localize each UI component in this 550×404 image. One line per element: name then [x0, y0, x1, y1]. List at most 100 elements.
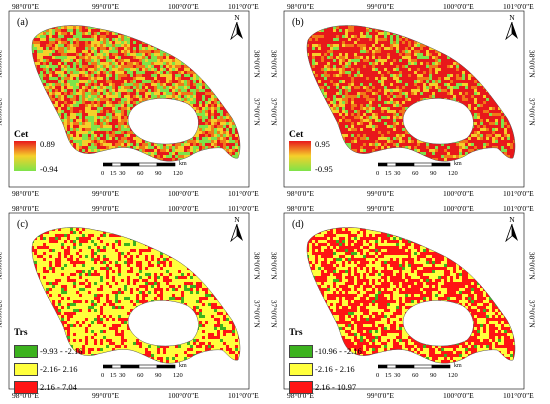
scale-label: 30 — [394, 170, 401, 177]
scale-label: 0 — [376, 170, 380, 177]
x-tick-c-0b: 98°0'0"E — [12, 391, 39, 400]
legend-class-c-1-swatch — [14, 363, 38, 376]
scale-bar-b: 0 15 30 60 90 120 km — [376, 161, 528, 184]
scale-unit: km — [179, 161, 187, 167]
scale-label: 90 — [430, 372, 437, 379]
legend-class-d-2-swatch — [289, 381, 313, 394]
legend-class-c-2: 2.16 - 7.04 — [40, 382, 77, 392]
y-tick-d-0: 38°0'0"N — [269, 251, 279, 280]
north-arrow-a: N — [229, 13, 245, 45]
scale-label: 30 — [394, 372, 401, 379]
scale-label: 60 — [412, 372, 419, 379]
y-tick-b-0: 38°0'0"N — [269, 49, 279, 78]
basin-outline — [31, 227, 241, 364]
scale-label: 0 — [101, 170, 105, 177]
x-tick-b-1b: 99°0'0"E — [367, 189, 394, 198]
scale-label: 120 — [173, 170, 183, 177]
x-tick-d-2b: 100°0'0"E — [443, 391, 474, 400]
scale-label: 120 — [173, 372, 183, 379]
scale-ruler — [378, 364, 451, 369]
map-panel-b: (b) N 98°0'0"E 99°0'0"E 100°0'0"E 101°0'… — [270, 0, 550, 202]
y-tick-d-0r: 38°0'0"N — [527, 251, 537, 280]
scale-bar-d: 0 15 30 60 90 120 km — [376, 363, 528, 386]
legend-class-c-2-swatch — [14, 381, 38, 394]
scale-label: 15 — [110, 170, 117, 177]
x-tick-a-1: 99°0'0"E — [92, 2, 119, 11]
map-a — [8, 10, 250, 188]
legend-title-c: Trs — [14, 328, 28, 338]
north-arrow-b: N — [504, 13, 520, 45]
scale-label: 60 — [137, 372, 144, 379]
map-d — [283, 212, 525, 390]
scale-bar-c: 0 15 30 60 90 120 km — [101, 363, 253, 386]
legend-min-b: -0.95 — [315, 164, 333, 174]
basin-outline — [306, 227, 516, 364]
x-tick-b-3b: 101°0'0"E — [503, 189, 534, 198]
x-tick-c-2: 100°0'0"E — [168, 204, 199, 213]
map-frame — [283, 212, 525, 390]
scale-label: 30 — [119, 170, 126, 177]
legend-class-d-1-swatch — [289, 363, 313, 376]
x-tick-c-2b: 100°0'0"E — [168, 391, 199, 400]
legend-max-a: 0.89 — [40, 139, 55, 149]
scale-label: 30 — [119, 372, 126, 379]
x-tick-a-0b: 98°0'0"E — [12, 189, 39, 198]
north-arrow-icon — [505, 223, 518, 243]
basin-outline — [306, 25, 516, 162]
x-tick-d-0: 98°0'0"E — [287, 204, 314, 213]
map-frame — [8, 10, 250, 188]
y-tick-a-0: 38°0'0"N — [0, 49, 4, 78]
x-tick-a-0: 98°0'0"E — [12, 2, 39, 11]
legend-min-a: -0.94 — [40, 164, 58, 174]
y-tick-c-0r: 38°0'0"N — [252, 251, 262, 280]
x-tick-b-1: 99°0'0"E — [367, 2, 394, 11]
scale-unit: km — [454, 161, 462, 167]
scale-ruler — [103, 162, 176, 167]
lake-area — [402, 98, 474, 145]
north-label-b: N — [509, 13, 515, 22]
x-tick-d-1: 99°0'0"E — [367, 204, 394, 213]
x-tick-b-0: 98°0'0"E — [287, 2, 314, 11]
lake-area — [127, 98, 199, 145]
x-tick-a-3: 101°0'0"E — [228, 2, 259, 11]
map-b — [283, 10, 525, 188]
north-arrow-d: N — [504, 215, 520, 247]
y-tick-b-1r: 37°0'0"N — [527, 97, 537, 126]
legend-class-c-1: -2.16- 2.16 — [40, 364, 78, 374]
north-arrow-icon — [230, 21, 243, 41]
scale-unit: km — [454, 363, 462, 369]
scale-label: 90 — [155, 170, 162, 177]
x-tick-a-2b: 100°0'0"E — [168, 189, 199, 198]
legend-class-d-0-swatch — [289, 345, 313, 358]
y-tick-b-0r: 38°0'0"N — [527, 49, 537, 78]
x-tick-d-3b: 101°0'0"E — [503, 391, 534, 400]
panel-label-b: (b) — [292, 17, 304, 28]
x-tick-d-2: 100°0'0"E — [443, 204, 474, 213]
scale-unit: km — [179, 363, 187, 369]
legend-title-b: Cet — [289, 130, 304, 140]
legend-class-c-0: -9.93 - -2.16 — [40, 346, 83, 356]
legend-class-d-2: 2.16 - 10.97 — [315, 382, 357, 392]
x-tick-d-0b: 98°0'0"E — [287, 391, 314, 400]
north-label-a: N — [234, 13, 240, 22]
panel-label-c: (c) — [17, 219, 29, 230]
x-tick-c-0: 98°0'0"E — [12, 204, 39, 213]
y-tick-a-0r: 38°0'0"N — [252, 49, 262, 78]
x-tick-c-1b: 99°0'0"E — [92, 391, 119, 400]
map-frame — [8, 212, 250, 390]
basin-outline — [31, 25, 241, 162]
legend-class-d-0: -10.96 - -2.16 — [315, 346, 362, 356]
legend-title-d: Trs — [289, 328, 303, 338]
x-tick-b-3: 101°0'0"E — [503, 2, 534, 11]
x-tick-d-3: 101°0'0"E — [503, 204, 534, 213]
scale-label: 90 — [430, 170, 437, 177]
x-tick-c-3b: 101°0'0"E — [228, 391, 259, 400]
map-panel-a: (a) N 98°0'0"E 99°0'0"E 100°0'0"E 101°0'… — [0, 0, 275, 202]
scale-label: 120 — [448, 372, 458, 379]
scale-label: 60 — [137, 170, 144, 177]
x-tick-b-2b: 100°0'0"E — [443, 189, 474, 198]
y-tick-c-1: 37°0'0"N — [0, 299, 4, 328]
panel-label-d: (d) — [292, 219, 304, 230]
scale-label: 0 — [376, 372, 380, 379]
scale-label: 0 — [101, 372, 105, 379]
